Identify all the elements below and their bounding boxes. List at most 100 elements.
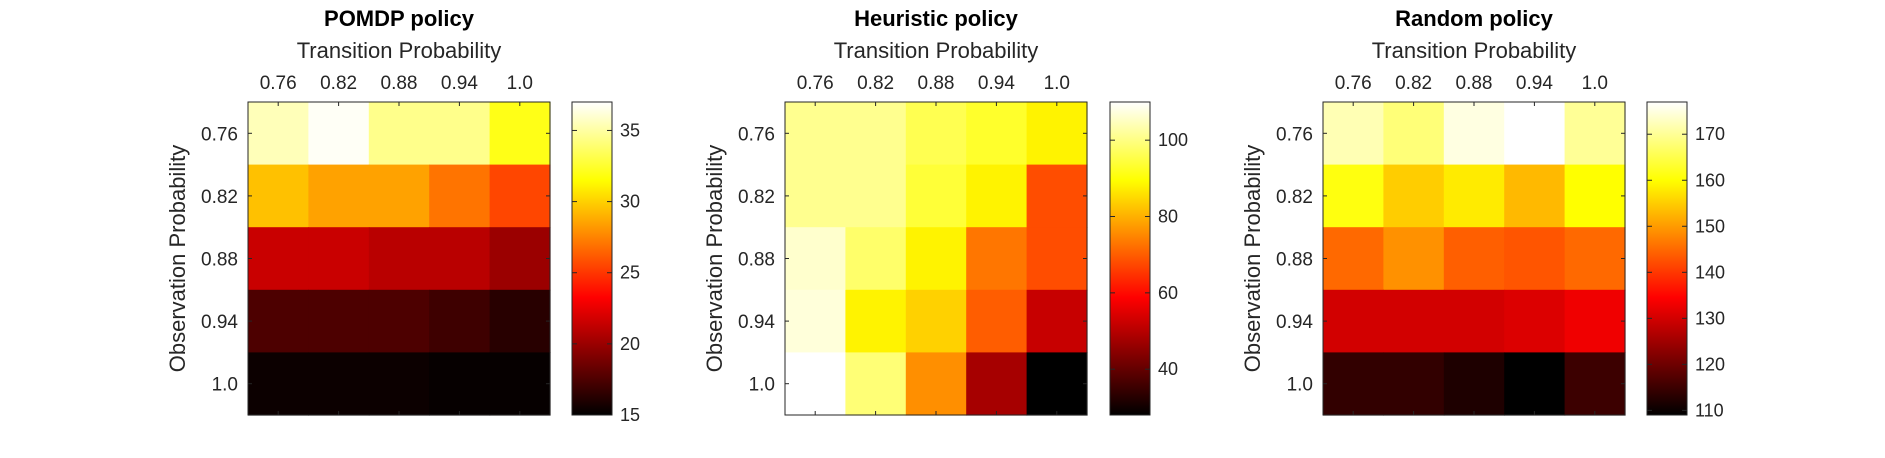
heatmap-cell xyxy=(905,164,967,228)
heatmap-cell xyxy=(1443,102,1505,166)
heatmap-cell xyxy=(1383,102,1445,166)
heatmap-cell xyxy=(429,164,491,228)
x-tick-label: 0.76 xyxy=(797,73,834,94)
y-tick-label: 0.88 xyxy=(1276,250,1313,271)
heatmap-cell xyxy=(1564,227,1626,291)
x-tick-label: 1.0 xyxy=(507,73,533,94)
heatmap-cell xyxy=(966,289,1028,353)
heatmap-cell xyxy=(1504,102,1566,166)
heatmap-cell xyxy=(1383,289,1445,353)
x-tick-label: 1.0 xyxy=(1044,73,1070,94)
x-tick-label: 0.82 xyxy=(1395,73,1432,94)
y-tick-label: 1.0 xyxy=(1287,375,1313,396)
colorbar-tick-label: 160 xyxy=(1695,170,1725,190)
heatmap-cell xyxy=(1323,352,1384,416)
heatmap-cell xyxy=(785,352,846,416)
y-tick-label: 0.94 xyxy=(738,312,775,333)
heatmap-cell xyxy=(1026,352,1088,416)
heatmap-cell xyxy=(1443,352,1505,416)
heatmap-cell xyxy=(368,352,430,416)
heatmap-cell xyxy=(1564,164,1626,228)
heatmap-cell xyxy=(845,227,907,291)
x-tick-label: 0.94 xyxy=(978,73,1015,94)
heatmap-cell xyxy=(1026,227,1088,291)
heatmap-cell xyxy=(308,164,370,228)
colorbar xyxy=(571,101,613,416)
heatmap-cell xyxy=(368,164,430,228)
heatmap-cell xyxy=(429,227,491,291)
colorbar xyxy=(1109,101,1151,416)
colorbar-tick-label: 40 xyxy=(1158,359,1178,379)
heatmap-cell xyxy=(308,289,370,353)
heatmap-cell xyxy=(248,164,309,228)
x-tick-label: 0.76 xyxy=(260,73,297,94)
colorbar-tick-label: 25 xyxy=(620,263,640,283)
heatmap-cell xyxy=(905,102,967,166)
heatmap-cell xyxy=(905,227,967,291)
y-tick-label: 0.82 xyxy=(738,187,775,208)
heatmap-cell xyxy=(905,352,967,416)
heatmap-cell xyxy=(1323,289,1384,353)
heatmap-cell xyxy=(1383,352,1445,416)
colorbar-tick-label: 35 xyxy=(620,120,640,140)
heatmap-cell xyxy=(429,102,491,166)
y-tick-label: 0.88 xyxy=(201,250,238,271)
heatmap-cell xyxy=(368,102,430,166)
y-axis-label: Observation Probability xyxy=(1240,145,1265,372)
heatmap-cell xyxy=(845,164,907,228)
x-tick-label: 1.0 xyxy=(1582,73,1608,94)
colorbar-tick-label: 15 xyxy=(620,405,640,425)
colorbar-tick-label: 140 xyxy=(1695,262,1725,282)
y-tick-label: 0.82 xyxy=(201,187,238,208)
heatmap-cell xyxy=(248,102,309,166)
colorbar-tick-label: 60 xyxy=(1158,283,1178,303)
colorbar-tick-label: 130 xyxy=(1695,308,1725,328)
y-tick-label: 0.76 xyxy=(1276,124,1313,145)
heatmap-cell xyxy=(845,352,907,416)
heatmap-cell xyxy=(1026,102,1088,166)
heatmap-cell xyxy=(785,227,846,291)
heatmap-cell xyxy=(845,289,907,353)
x-tick-label: 0.88 xyxy=(381,73,418,94)
y-tick-label: 0.88 xyxy=(738,250,775,271)
heatmap-cell xyxy=(1383,164,1445,228)
colorbar-tick-label: 150 xyxy=(1695,216,1725,236)
heatmap-cell xyxy=(1504,227,1566,291)
heatmap-cell xyxy=(489,289,551,353)
heatmap-cell xyxy=(1504,289,1566,353)
colorbar-tick-label: 120 xyxy=(1695,354,1725,374)
colorbar xyxy=(1646,101,1688,416)
heatmap-panel-3: Random policy Transition Probability 0.76 0… xyxy=(1240,6,1725,420)
x-tick-label: 0.88 xyxy=(918,73,955,94)
heatmap-cell xyxy=(429,289,491,353)
heatmap-cell xyxy=(1026,164,1088,228)
heatmap-cell xyxy=(1383,227,1445,291)
x-tick-label: 0.88 xyxy=(1456,73,1493,94)
heatmap-cell xyxy=(1443,164,1505,228)
heatmap-cell xyxy=(368,227,430,291)
heatmap-cell xyxy=(905,289,967,353)
heatmap-cell xyxy=(785,289,846,353)
x-axis-label: Transition Probability xyxy=(834,38,1039,63)
chart-title: Random policy xyxy=(1395,6,1553,31)
heatmap-cell xyxy=(489,164,551,228)
heatmap-cell xyxy=(1443,227,1505,291)
x-axis-label: Transition Probability xyxy=(297,38,502,63)
heatmap-cell xyxy=(1564,352,1626,416)
heatmap-cell xyxy=(966,352,1028,416)
heatmap-cell xyxy=(308,102,370,166)
heatmap-cell xyxy=(1323,164,1384,228)
y-axis-label: Observation Probability xyxy=(165,145,190,372)
heatmap-cell xyxy=(489,102,551,166)
heatmap-cell xyxy=(1504,352,1566,416)
heatmap-cell xyxy=(308,227,370,291)
y-tick-label: 0.76 xyxy=(201,124,238,145)
x-tick-label: 0.82 xyxy=(320,73,357,94)
x-axis-label: Transition Probability xyxy=(1372,38,1577,63)
heatmap-cell xyxy=(1564,102,1626,166)
heatmap-cell xyxy=(966,164,1028,228)
colorbar-tick-label: 170 xyxy=(1695,124,1725,144)
